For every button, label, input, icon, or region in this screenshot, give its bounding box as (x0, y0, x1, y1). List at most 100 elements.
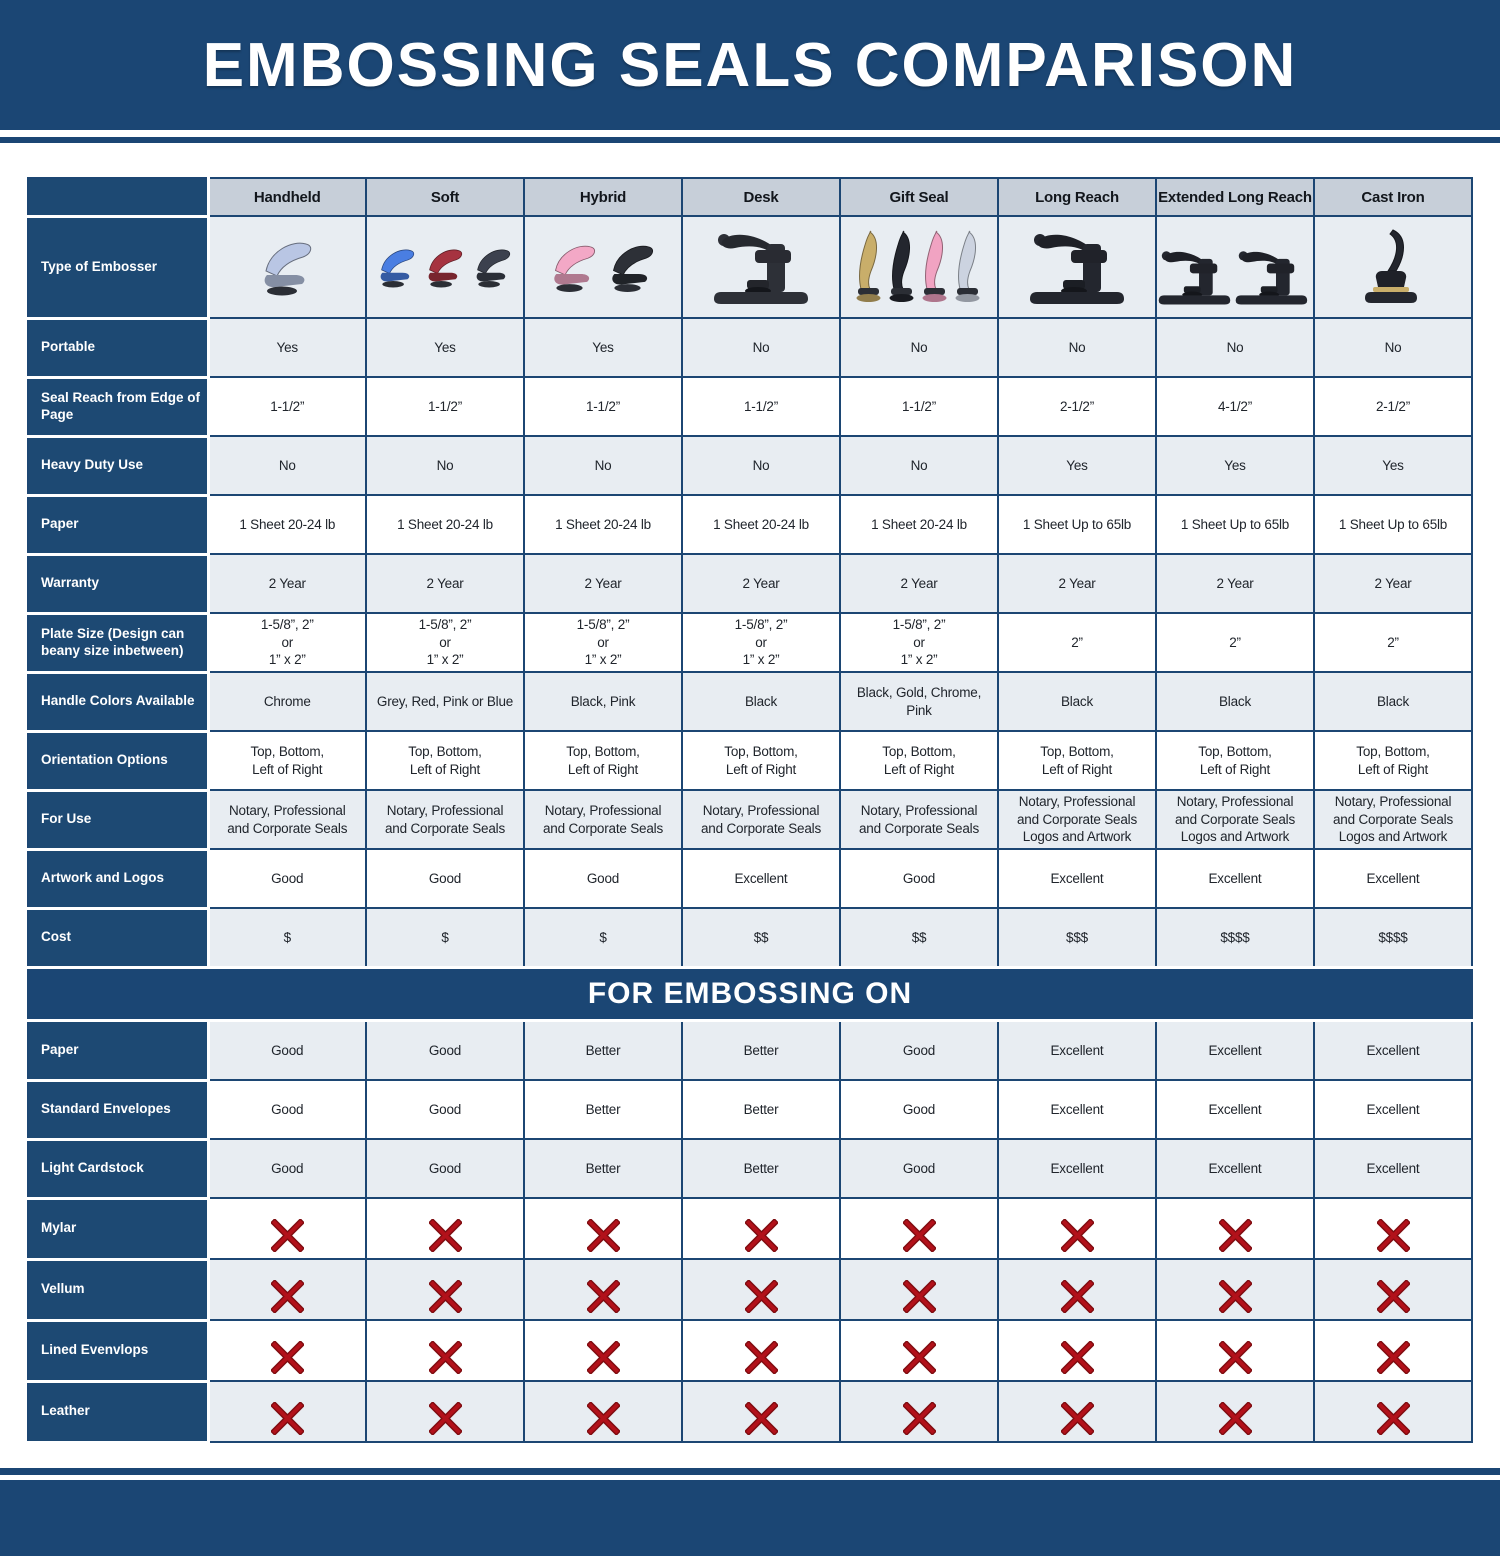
red-x-icon (901, 1340, 937, 1375)
cast-iron-embosser-photo (1365, 229, 1417, 303)
embosser-photo-cell-hybrid (523, 215, 683, 319)
section-banner: FOR EMBOSSING ON (27, 966, 1473, 1022)
cell-light-cardstock-handheld: Good (207, 1138, 367, 1199)
cell-for-use-gift-seal: Notary, Professional and Corporate Seals (839, 789, 999, 850)
cell-handle-colors-available-hybrid: Black, Pink (523, 671, 683, 732)
cell-paper-soft: 1 Sheet 20-24 lb (365, 494, 525, 555)
cell-orientation-options-long-reach: Top, Bottom, Left of Right (997, 730, 1157, 791)
cell-standard-envelopes-desk: Better (681, 1079, 841, 1140)
cell-heavy-duty-use-extended-long-reach: Yes (1155, 435, 1315, 496)
divider-gap-top (0, 130, 1500, 137)
cell-handle-colors-available-gift-seal: Black, Gold, Chrome, Pink (839, 671, 999, 732)
cell-paper-extended-long-reach: Excellent (1155, 1019, 1315, 1081)
cell-paper-long-reach: 1 Sheet Up to 65lb (997, 494, 1157, 555)
row-label-paper: Paper (27, 495, 210, 556)
red-x-icon (585, 1340, 621, 1375)
red-x-icon (1059, 1340, 1095, 1375)
not-suitable-cell-long-reach (997, 1258, 1157, 1322)
cell-portable-soft: Yes (365, 317, 525, 378)
cell-cost-gift-seal: $$ (839, 907, 999, 969)
cell-cost-long-reach: $$$ (997, 907, 1157, 969)
cell-cost-handheld: $ (207, 907, 367, 969)
cell-warranty-handheld: 2 Year (207, 553, 367, 614)
table-row: Light Cardstock Good Good Better Better Good E… (27, 1138, 1473, 1200)
embosser-photo-cell-gift-seal (839, 215, 999, 319)
red-x-icon (427, 1340, 463, 1375)
cell-cost-cast-iron: $$$$ (1313, 907, 1473, 969)
extended-long-reach-embosser-photo (1158, 251, 1308, 305)
not-suitable-cell-soft (365, 1196, 525, 1261)
table-row: Leather (27, 1380, 1473, 1444)
cell-artwork-and-logos-cast-iron: Excellent (1313, 848, 1473, 909)
cell-orientation-options-soft: Top, Bottom, Left of Right (365, 730, 525, 791)
footer-gap-2 (0, 1474, 1500, 1480)
embosser-photo-cell-cast-iron (1313, 215, 1473, 319)
cell-handle-colors-available-soft: Grey, Red, Pink or Blue (365, 671, 525, 732)
row-label-handle-colors-available: Handle Colors Available (27, 672, 210, 733)
embosser-photo-cell-extended-long-reach (1155, 215, 1315, 319)
cell-heavy-duty-use-cast-iron: Yes (1313, 435, 1473, 496)
cell-portable-handheld: Yes (207, 317, 367, 378)
table-row: Heavy Duty Use No No No No No Yes Yes Yes (27, 435, 1473, 497)
cell-plate-size-design-can-beany-size-inbetween-cast-iron: 2” (1313, 612, 1473, 673)
not-suitable-cell-soft (365, 1258, 525, 1322)
red-x-icon (585, 1278, 621, 1314)
red-x-icon (1217, 1217, 1253, 1253)
red-x-icon (1375, 1340, 1411, 1375)
cell-artwork-and-logos-soft: Good (365, 848, 525, 909)
cell-artwork-and-logos-hybrid: Good (523, 848, 683, 909)
cell-warranty-cast-iron: 2 Year (1313, 553, 1473, 614)
column-header-handheld: Handheld (207, 177, 367, 217)
long-reach-embosser-photo (1030, 234, 1124, 304)
red-x-icon (901, 1278, 937, 1314)
table-row: Orientation Options Top, Bottom, Left of … (27, 730, 1473, 792)
row-label-artwork-and-logos: Artwork and Logos (27, 849, 210, 910)
cell-portable-cast-iron: No (1313, 317, 1473, 378)
cell-for-use-handheld: Notary, Professional and Corporate Seals (207, 789, 367, 850)
cell-paper-hybrid: Better (523, 1019, 683, 1081)
red-x-icon (270, 1217, 305, 1253)
cell-orientation-options-extended-long-reach: Top, Bottom, Left of Right (1155, 730, 1315, 791)
not-suitable-cell-long-reach (997, 1196, 1157, 1261)
cell-heavy-duty-use-handheld: No (207, 435, 367, 496)
row-label-orientation-options: Orientation Options (27, 731, 210, 792)
not-suitable-cell-hybrid (523, 1319, 683, 1383)
not-suitable-cell-desk (681, 1258, 841, 1322)
cell-handle-colors-available-extended-long-reach: Black (1155, 671, 1315, 732)
cell-light-cardstock-long-reach: Excellent (997, 1138, 1157, 1199)
table-row: Vellum (27, 1258, 1473, 1322)
cell-heavy-duty-use-hybrid: No (523, 435, 683, 496)
cell-standard-envelopes-gift-seal: Good (839, 1079, 999, 1140)
cell-artwork-and-logos-long-reach: Excellent (997, 848, 1157, 909)
red-x-icon (1217, 1401, 1253, 1436)
red-x-icon (270, 1278, 305, 1314)
cell-standard-envelopes-hybrid: Better (523, 1079, 683, 1140)
table-row: Paper 1 Sheet 20-24 lb 1 Sheet 20-24 lb 1 S… (27, 494, 1473, 556)
handheld-embosser-photo (264, 242, 312, 296)
cell-seal-reach-from-edge-of-page-long-reach: 2-1/2” (997, 376, 1157, 437)
not-suitable-cell-cast-iron (1313, 1196, 1473, 1261)
not-suitable-cell-hybrid (523, 1258, 683, 1322)
not-suitable-cell-gift-seal (839, 1258, 999, 1322)
not-suitable-cell-extended-long-reach (1155, 1319, 1315, 1383)
red-x-icon (270, 1401, 305, 1436)
not-suitable-cell-desk (681, 1380, 841, 1444)
cell-portable-desk: No (681, 317, 841, 378)
row-label-paper: Paper (27, 1020, 210, 1082)
cell-orientation-options-desk: Top, Bottom, Left of Right (681, 730, 841, 791)
cell-handle-colors-available-long-reach: Black (997, 671, 1157, 732)
cell-orientation-options-handheld: Top, Bottom, Left of Right (207, 730, 367, 791)
table-wrap: Handheld Soft Hybrid Desk Gift Seal Long Reac… (0, 177, 1500, 1444)
row-label-plate-size-design-can-beany-size-inbetween: Plate Size (Design can beany size inbetw… (27, 613, 210, 674)
table-row: Warranty 2 Year 2 Year 2 Year 2 Year 2 Year 2 … (27, 553, 1473, 615)
cell-seal-reach-from-edge-of-page-extended-long-reach: 4-1/2” (1155, 376, 1315, 437)
corner-cell (27, 177, 210, 218)
table-row: Cost $ $ $ $$ $$ $$$ $$$$ $$$$ (27, 907, 1473, 969)
row-label-standard-envelopes: Standard Envelopes (27, 1080, 210, 1141)
cell-portable-extended-long-reach: No (1155, 317, 1315, 378)
cell-paper-soft: Good (365, 1019, 525, 1081)
not-suitable-cell-handheld (207, 1258, 367, 1322)
not-suitable-cell-extended-long-reach (1155, 1258, 1315, 1322)
not-suitable-cell-extended-long-reach (1155, 1380, 1315, 1444)
cell-plate-size-design-can-beany-size-inbetween-desk: 1-5/8”, 2” or 1” x 2” (681, 612, 841, 673)
